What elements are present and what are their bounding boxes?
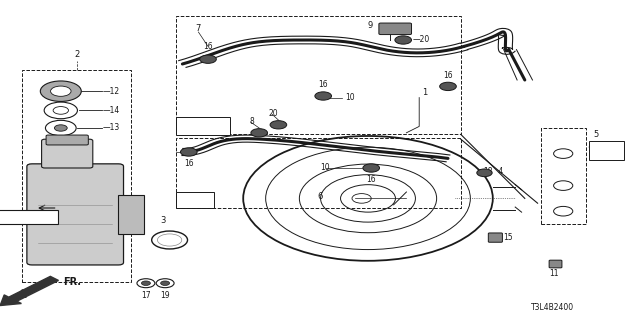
Bar: [176, 138, 461, 208]
FancyBboxPatch shape: [42, 139, 93, 168]
FancyArrow shape: [0, 276, 58, 306]
Text: 18: 18: [483, 167, 493, 176]
Circle shape: [554, 149, 573, 158]
Text: 1: 1: [422, 88, 428, 97]
Text: T3L4B2400: T3L4B2400: [531, 303, 574, 312]
Text: 16: 16: [318, 80, 328, 89]
Text: 16: 16: [443, 71, 453, 80]
Circle shape: [156, 279, 174, 288]
Circle shape: [141, 281, 150, 285]
Text: 16: 16: [184, 159, 194, 168]
Bar: [176, 192, 214, 208]
Circle shape: [40, 81, 81, 101]
Circle shape: [54, 125, 67, 131]
Circle shape: [137, 279, 155, 288]
FancyBboxPatch shape: [27, 164, 124, 265]
Text: —13: —13: [102, 124, 120, 132]
Text: 8: 8: [250, 117, 254, 126]
Text: 16: 16: [203, 42, 213, 51]
Bar: [176, 117, 230, 135]
Circle shape: [44, 102, 77, 119]
Text: 10: 10: [346, 93, 355, 102]
Text: FR.: FR.: [63, 276, 81, 287]
Text: —20: —20: [413, 36, 430, 44]
Bar: [176, 16, 461, 134]
FancyBboxPatch shape: [488, 233, 502, 242]
FancyBboxPatch shape: [549, 260, 562, 268]
Circle shape: [270, 121, 287, 129]
Text: —12: —12: [102, 87, 120, 96]
Circle shape: [53, 107, 68, 114]
FancyBboxPatch shape: [46, 135, 88, 145]
Text: 5: 5: [593, 130, 598, 139]
Text: 10: 10: [320, 163, 330, 172]
Circle shape: [554, 206, 573, 216]
Text: 15: 15: [504, 233, 513, 242]
Text: 9: 9: [368, 21, 373, 30]
Circle shape: [477, 169, 492, 177]
Text: 6: 6: [317, 192, 323, 201]
Text: E-3: E-3: [179, 196, 194, 204]
Text: B-23: B-23: [591, 146, 612, 155]
Circle shape: [315, 92, 332, 100]
Bar: [541, 128, 586, 224]
Text: 4: 4: [496, 167, 503, 176]
Text: 16: 16: [366, 175, 376, 184]
Text: 11: 11: [549, 269, 558, 278]
Text: B-25-20: B-25-20: [0, 214, 31, 220]
Circle shape: [395, 36, 412, 44]
Text: 3: 3: [161, 216, 166, 225]
Circle shape: [200, 55, 216, 63]
Circle shape: [161, 281, 170, 285]
Bar: [118, 195, 144, 234]
Text: 20: 20: [269, 109, 278, 118]
Text: 19: 19: [160, 292, 170, 300]
Bar: [0, 210, 58, 224]
Text: 2: 2: [74, 50, 79, 59]
Text: 17: 17: [141, 292, 151, 300]
Bar: [22, 70, 131, 282]
Text: E-3-1: E-3-1: [179, 121, 204, 130]
Circle shape: [251, 129, 268, 137]
Circle shape: [45, 120, 76, 136]
FancyBboxPatch shape: [379, 23, 412, 35]
Text: —14: —14: [102, 106, 120, 115]
Bar: [589, 141, 624, 160]
Circle shape: [180, 148, 197, 156]
Circle shape: [440, 82, 456, 91]
Circle shape: [51, 86, 71, 96]
Text: 7: 7: [196, 24, 201, 33]
Circle shape: [363, 164, 380, 172]
Circle shape: [554, 181, 573, 190]
